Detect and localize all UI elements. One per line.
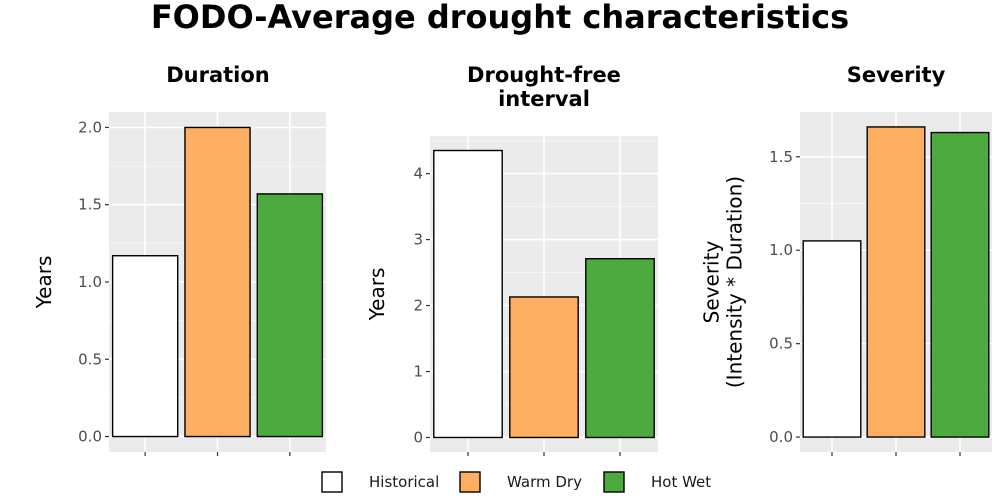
y-tick-label: 3: [413, 231, 423, 249]
y-tick-label: 0: [413, 428, 423, 446]
y-tick-label: 0.5: [78, 350, 102, 368]
panel-title: Severity: [847, 63, 946, 87]
y-axis-label: Years: [365, 268, 389, 322]
y-tick-label: 0.0: [769, 428, 793, 446]
bar-historical: [111, 255, 179, 438]
panel-title: Drought-free: [467, 63, 621, 87]
legend-key: [459, 471, 481, 493]
bar-warm-dry: [184, 126, 251, 438]
panel-title: interval: [498, 87, 590, 111]
legend-label: Hot Wet: [651, 473, 711, 491]
legend-item-hot-wet: Hot Wet: [603, 471, 711, 493]
bar-hot-wet: [585, 258, 655, 439]
y-tick-label: 2.0: [78, 118, 102, 136]
y-tick-label: 1.0: [769, 241, 793, 259]
y-tick-label: 0.0: [78, 428, 102, 446]
chart-panel: 0.0 0.5 1.0 1.5 2.0 Duration Years: [32, 63, 326, 456]
y-axis-label: Years: [32, 256, 56, 310]
bar-hot-wet: [256, 193, 324, 438]
y-tick-label: 1.5: [769, 148, 793, 166]
y-tick-label: 1: [413, 363, 423, 381]
legend-label: Historical: [369, 473, 439, 491]
y-tick-label: 1.0: [78, 273, 102, 291]
legend-item-warm-dry: Warm Dry: [459, 471, 582, 493]
y-tick-label: 1.5: [78, 196, 102, 214]
bar-hot-wet: [930, 131, 990, 438]
legend-key: [603, 471, 625, 493]
legend-label: Warm Dry: [507, 473, 582, 491]
chart-title: FODO-Average drought characteristics: [151, 0, 849, 36]
legend-item-historical: Historical: [321, 471, 439, 493]
y-tick-label: 0.5: [769, 335, 793, 353]
legend-key: [321, 471, 343, 493]
y-axis-label: (Intensity * Duration): [723, 176, 747, 388]
bar-warm-dry: [866, 126, 926, 438]
y-tick-label: 2: [413, 297, 423, 315]
bar-historical: [802, 240, 862, 438]
y-axis-label: Severity: [700, 241, 724, 324]
chart-panels: 0.0 0.5 1.0 1.5 2.0 Duration Years 0 1 2 3 4 Drought…: [32, 63, 992, 456]
y-tick-label: 4: [413, 165, 423, 183]
panel-title: Duration: [166, 63, 270, 87]
chart-legend: Historical Warm Dry Hot Wet: [321, 471, 711, 493]
bar-warm-dry: [509, 296, 579, 439]
bar-historical: [433, 149, 503, 439]
